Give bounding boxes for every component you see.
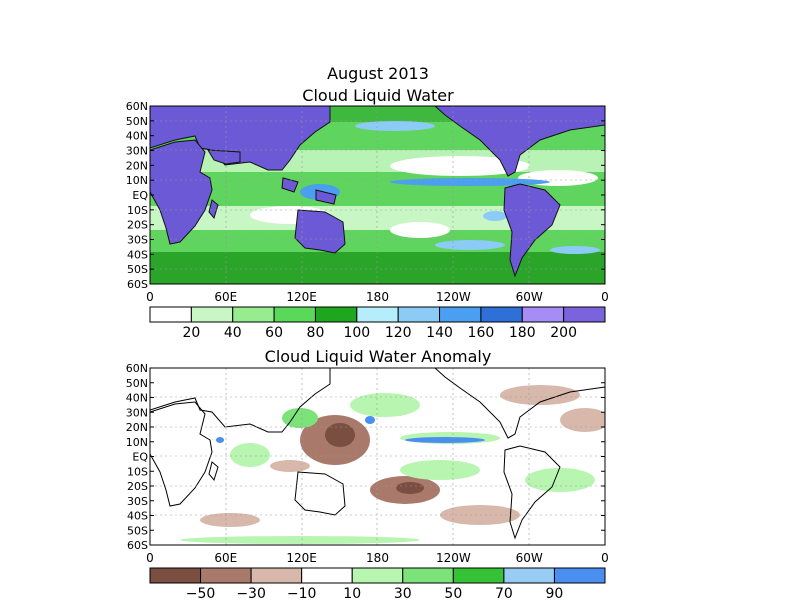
x-tick-label: 120W bbox=[436, 290, 471, 304]
y-tick-label: 50N bbox=[126, 115, 148, 128]
y-tick-label: 20S bbox=[127, 219, 148, 232]
y-tick-label: 30S bbox=[127, 234, 148, 247]
colorbar-swatch bbox=[190, 306, 234, 323]
x-tick-label: 60W bbox=[516, 290, 543, 304]
y-tick-label: 50N bbox=[126, 377, 148, 390]
colorbar-swatch bbox=[232, 306, 275, 323]
colorbar-label: −50 bbox=[186, 586, 216, 600]
colorbar-swatch bbox=[351, 567, 404, 584]
colorbar-swatch bbox=[149, 306, 192, 323]
colorbar-label: 10 bbox=[343, 586, 361, 600]
y-tick-label: 60N bbox=[126, 362, 148, 375]
colorbar-swatch bbox=[250, 567, 303, 584]
colorbar-label: 90 bbox=[546, 586, 564, 600]
top-x-axis: 0 60E 120E 180 120W 60W 0 bbox=[146, 290, 609, 304]
colorbar-label: 140 bbox=[426, 325, 453, 341]
y-tick-label: 40S bbox=[127, 248, 148, 261]
x-tick-label: 120E bbox=[286, 290, 317, 304]
colorbar-swatch bbox=[149, 567, 202, 584]
x-tick-label: 120W bbox=[436, 551, 471, 565]
x-tick-label: 60W bbox=[516, 551, 543, 565]
y-tick-label: 60S bbox=[127, 539, 148, 552]
bottom-colorbar: −50 −30 −10 10 30 50 70 90 bbox=[149, 567, 606, 602]
colorbar-label: 100 bbox=[343, 325, 370, 341]
x-tick-label: 0 bbox=[601, 551, 609, 565]
y-tick-label: 60N bbox=[126, 100, 148, 113]
colorbar-swatch bbox=[521, 306, 565, 323]
top-chart-title: Cloud Liquid Water bbox=[302, 86, 454, 105]
colorbar-label: −10 bbox=[287, 586, 317, 600]
y-tick-label: 10S bbox=[127, 465, 148, 478]
y-tick-label: 60S bbox=[127, 278, 148, 291]
y-tick-label: 10N bbox=[126, 174, 148, 187]
top-map-land bbox=[150, 106, 605, 278]
y-tick-label: 20N bbox=[126, 159, 148, 172]
bottom-x-axis: 0 60E 120E 180 120W 60W 0 bbox=[146, 551, 609, 565]
colorbar-label: 180 bbox=[509, 325, 536, 341]
page-title: August 2013 bbox=[327, 64, 429, 83]
colorbar-label: −30 bbox=[236, 586, 266, 600]
colorbar-label: 200 bbox=[550, 325, 577, 341]
y-tick-label: EQ bbox=[132, 189, 148, 202]
y-tick-label: 10S bbox=[127, 204, 148, 217]
colorbar-swatch bbox=[563, 306, 606, 323]
y-tick-label: 20S bbox=[127, 480, 148, 493]
colorbar-swatch bbox=[301, 567, 353, 584]
y-tick-label: 40N bbox=[126, 392, 148, 405]
colorbar-label: 20 bbox=[182, 325, 200, 341]
x-tick-label: 120E bbox=[286, 551, 317, 565]
colorbar-swatch bbox=[452, 567, 505, 584]
x-tick-label: 60E bbox=[214, 290, 237, 304]
x-tick-label: 180 bbox=[366, 551, 389, 565]
x-tick-label: 0 bbox=[601, 290, 609, 304]
y-tick-label: 50S bbox=[127, 524, 148, 537]
y-tick-label: 30N bbox=[126, 406, 148, 419]
bottom-chart-title: Cloud Liquid Water Anomaly bbox=[265, 347, 492, 366]
colorbar-label: 40 bbox=[224, 325, 242, 341]
colorbar-swatch bbox=[480, 306, 523, 323]
colorbar-swatch bbox=[200, 567, 252, 584]
colorbar-label: 120 bbox=[385, 325, 412, 341]
x-tick-label: 0 bbox=[146, 290, 154, 304]
colorbar-swatch bbox=[314, 306, 358, 323]
y-tick-label: 30S bbox=[127, 495, 148, 508]
y-tick-label: 10N bbox=[126, 436, 148, 449]
colorbar-swatch bbox=[356, 306, 399, 323]
y-tick-label: 20N bbox=[126, 421, 148, 434]
bottom-map-anomaly-patches bbox=[180, 385, 605, 544]
top-colorbar: 20 40 60 80 100 120 140 160 180 200 bbox=[149, 306, 606, 341]
x-tick-label: 180 bbox=[366, 290, 389, 304]
x-tick-label: 60E bbox=[214, 551, 237, 565]
colorbar-label: 80 bbox=[307, 325, 325, 341]
y-tick-label: EQ bbox=[132, 451, 148, 464]
colorbar-swatch bbox=[402, 567, 454, 584]
colorbar-label: 60 bbox=[265, 325, 283, 341]
y-tick-label: 30N bbox=[126, 145, 148, 158]
colorbar-label: 70 bbox=[495, 586, 513, 600]
y-tick-label: 40S bbox=[127, 510, 148, 523]
y-tick-label: 50S bbox=[127, 263, 148, 276]
colorbar-swatch bbox=[397, 306, 441, 323]
colorbar-label: 30 bbox=[394, 586, 412, 600]
colorbar-swatch bbox=[503, 567, 555, 584]
colorbar-label: 50 bbox=[444, 586, 462, 600]
colorbar-swatch bbox=[273, 306, 316, 323]
y-tick-label: 40N bbox=[126, 130, 148, 143]
bottom-map-grid bbox=[150, 368, 605, 545]
x-tick-label: 0 bbox=[146, 551, 154, 565]
colorbar-label: 160 bbox=[468, 325, 495, 341]
colorbar-swatch bbox=[553, 567, 606, 584]
colorbar-swatch bbox=[439, 306, 482, 323]
top-map-grid bbox=[150, 106, 605, 284]
